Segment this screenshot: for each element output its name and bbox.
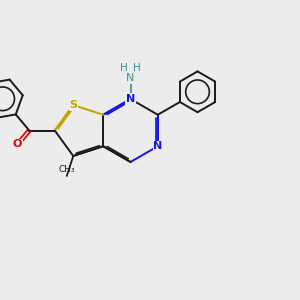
Text: N: N	[153, 141, 162, 151]
Text: N: N	[126, 73, 135, 83]
Text: CH₃: CH₃	[58, 165, 75, 174]
Text: H: H	[120, 63, 128, 73]
Text: O: O	[13, 139, 22, 149]
Text: S: S	[69, 100, 77, 110]
Text: H: H	[133, 63, 141, 73]
Text: N: N	[126, 94, 135, 104]
